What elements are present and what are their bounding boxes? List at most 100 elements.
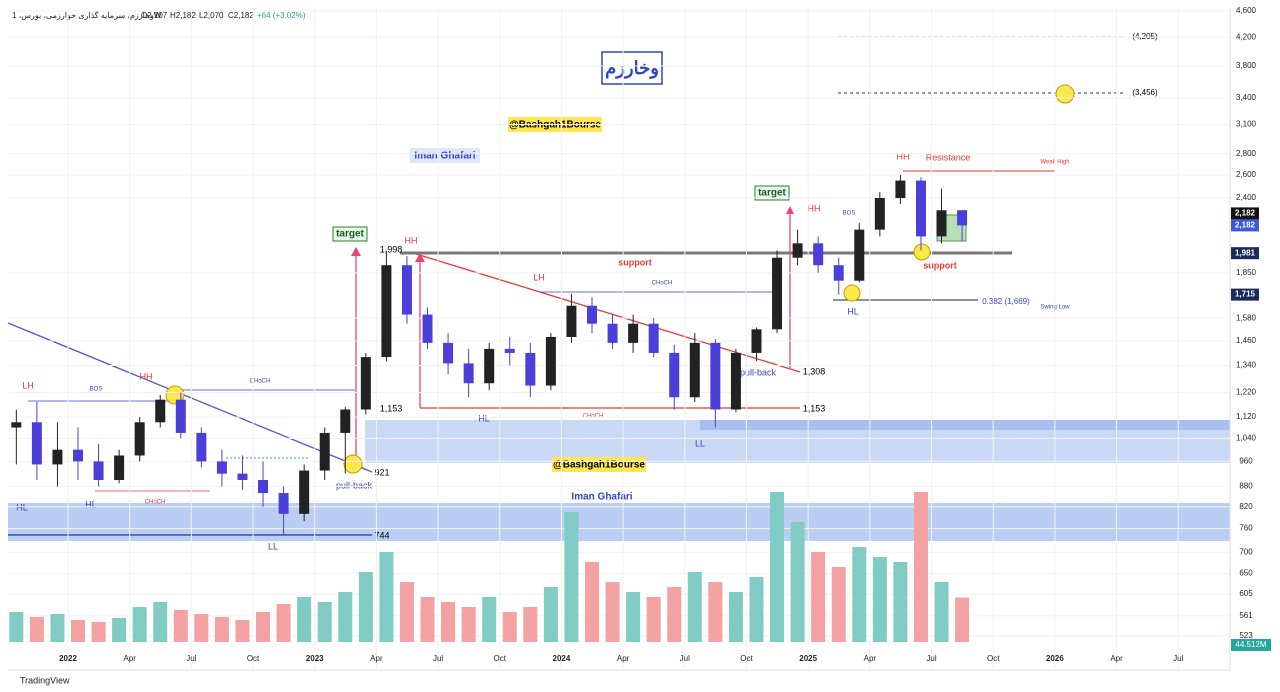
volume-bar xyxy=(358,572,373,642)
change: +64 (+3.02%) xyxy=(257,11,306,20)
candle-body xyxy=(422,314,433,343)
candle-body xyxy=(895,180,906,199)
volume-bar xyxy=(173,610,188,642)
candle-body xyxy=(114,455,125,480)
volume-bar xyxy=(297,597,312,642)
volume-bar xyxy=(687,572,702,642)
footer: TradingView xyxy=(20,675,70,685)
y-tick-label: 3,400 xyxy=(1236,93,1257,102)
annotation: (3,456) xyxy=(1132,88,1158,97)
trend-line xyxy=(7,322,373,473)
price-tag-label: 1,715 xyxy=(1235,290,1256,299)
candle-body xyxy=(175,399,186,433)
y-tick-label: 760 xyxy=(1239,524,1253,533)
y-tick-label: 2,800 xyxy=(1236,149,1257,158)
circle xyxy=(913,243,931,261)
volume-bar xyxy=(50,614,65,642)
y-tick-label: 523 xyxy=(1239,631,1253,640)
annotation: support xyxy=(618,257,652,267)
y-tick-label: 700 xyxy=(1239,547,1253,556)
candle-body xyxy=(360,357,371,410)
candle-body xyxy=(196,432,207,462)
volume-bar xyxy=(955,597,970,642)
y-tick-label: 1,120 xyxy=(1236,412,1257,421)
volume-bar xyxy=(728,592,743,642)
candle-body xyxy=(710,342,721,410)
candle-body xyxy=(730,352,741,410)
volume-bar xyxy=(482,597,497,642)
candle-body xyxy=(258,479,269,494)
annotation: HH xyxy=(897,151,910,161)
price-tag-label: 2,182 xyxy=(1235,208,1256,217)
volume-bar xyxy=(29,617,44,642)
ohlc: O2,107 xyxy=(141,11,168,20)
label-box xyxy=(552,457,646,472)
y-tick-label: 960 xyxy=(1239,457,1253,466)
annotation: (4,205) xyxy=(1132,32,1158,41)
volume-bar xyxy=(132,607,147,642)
circle xyxy=(843,284,861,302)
ohlc: H2,182 xyxy=(170,11,196,20)
annotation: LH xyxy=(22,380,34,390)
circle xyxy=(343,454,363,474)
volume-bar xyxy=(9,612,24,642)
annotation: 0.382 (1,669) xyxy=(982,297,1030,306)
circle xyxy=(1055,84,1075,104)
volume-bar xyxy=(708,582,723,642)
annotation: Iman Ghafari xyxy=(571,492,632,503)
candle-body xyxy=(545,336,556,386)
volume-bar xyxy=(831,567,846,642)
x-tick-label: Jul xyxy=(433,654,443,663)
annotation: 1,998 xyxy=(380,244,403,254)
symbol: وخارزم، سرمایه گذاری خوارزمی، بورس، 1W xyxy=(12,10,162,20)
y-tick-label: 820 xyxy=(1239,502,1253,511)
volume-bar xyxy=(461,607,476,642)
candle-body xyxy=(73,449,83,462)
y-tick-label: 561 xyxy=(1239,611,1253,620)
x-tick-label: 2023 xyxy=(306,654,324,663)
ohlc: C2,182 xyxy=(228,11,254,20)
annotation: 744 xyxy=(374,530,389,540)
label-box xyxy=(754,185,790,201)
volume-bar xyxy=(811,552,826,642)
x-tick-label: Oct xyxy=(740,654,753,663)
volume-bar xyxy=(441,602,456,642)
arrow-head xyxy=(351,247,361,256)
x-tick-label: Oct xyxy=(987,654,1000,663)
candle-body xyxy=(628,323,639,343)
volume-tag xyxy=(1231,639,1271,651)
price-tag-label: 2,182 xyxy=(1235,220,1256,229)
y-tick-label: 4,200 xyxy=(1236,32,1257,41)
candle-body xyxy=(566,305,577,337)
y-tick-label: 880 xyxy=(1239,482,1253,491)
label-box xyxy=(332,226,368,242)
x-tick-label: Apr xyxy=(617,654,630,663)
annotation: 1,308 xyxy=(803,366,826,376)
x-tick-label: 2022 xyxy=(59,654,77,663)
x-tick-label: Jul xyxy=(680,654,690,663)
candle-body xyxy=(216,461,227,474)
candle-body xyxy=(381,265,392,358)
volume-bar xyxy=(852,547,867,642)
volume-bar xyxy=(71,620,85,642)
y-tick-label: 1,460 xyxy=(1236,336,1257,345)
annotation: target xyxy=(758,188,786,199)
candle-body xyxy=(874,198,885,230)
title-box xyxy=(601,51,663,85)
annotation: BOS xyxy=(843,211,856,217)
volume-bar xyxy=(91,622,106,642)
price-tag xyxy=(1231,207,1259,220)
x-tick-label: Apr xyxy=(864,654,877,663)
y-tick-label: 1,850 xyxy=(1236,268,1257,277)
price-tag xyxy=(1231,247,1259,260)
volume-bar xyxy=(585,562,599,642)
circles xyxy=(165,84,1075,474)
candle-body xyxy=(319,432,330,471)
annotation: HH xyxy=(808,203,821,213)
ohlc: L2,070 xyxy=(199,11,224,20)
volume-bar xyxy=(112,618,127,642)
annotation: HL xyxy=(478,413,490,423)
candle-body xyxy=(340,409,351,433)
annotation: CHoCH xyxy=(250,379,271,385)
candle-body xyxy=(772,257,783,330)
